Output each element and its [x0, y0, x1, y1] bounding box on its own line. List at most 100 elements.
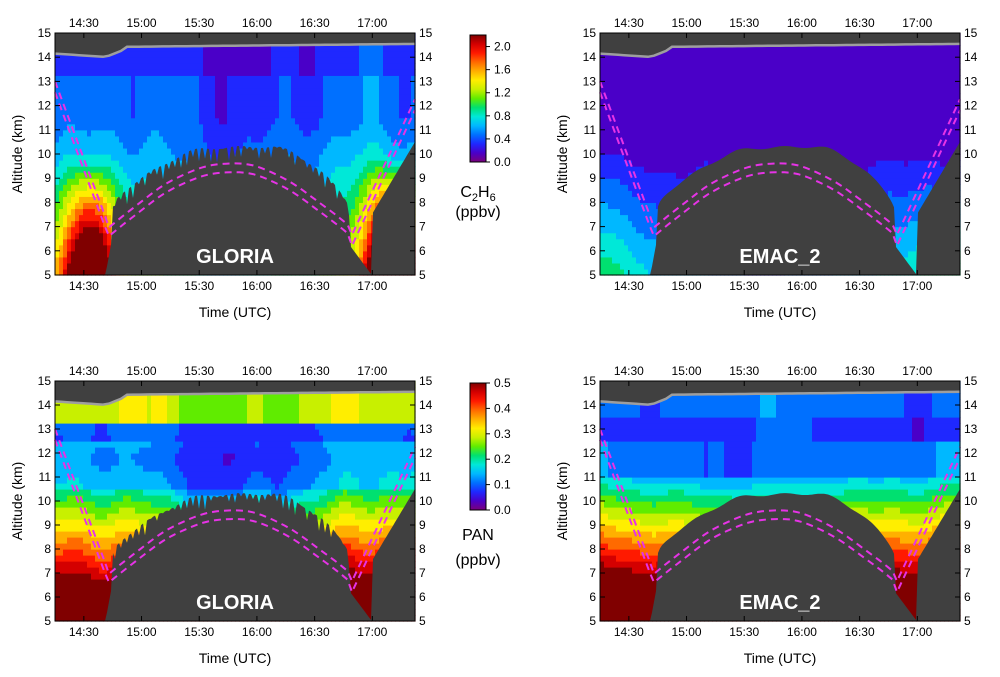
field-cell: [143, 87, 148, 95]
field-cell: [127, 123, 132, 131]
field-cell: [75, 141, 80, 149]
field-cell: [355, 123, 360, 131]
field-cell: [339, 45, 344, 52]
field-cell: [720, 105, 725, 113]
field-cell: [215, 154, 220, 161]
field-cell: [684, 147, 689, 155]
field-cell: [315, 63, 320, 70]
field-cell: [251, 111, 256, 119]
field-cell: [87, 123, 92, 131]
field-cell: [83, 99, 88, 107]
y-tick-label: 14: [38, 50, 52, 64]
field-cell: [347, 184, 352, 191]
field-cell: [239, 117, 244, 125]
field-cell: [648, 81, 653, 89]
field-cell: [720, 154, 725, 161]
field-cell: [604, 244, 609, 252]
field-cell: [195, 51, 200, 58]
field-cell: [371, 69, 376, 76]
field-cell: [299, 123, 304, 131]
field-cell: [680, 81, 685, 89]
field-cell: [183, 75, 188, 82]
field-cell: [91, 75, 96, 82]
field-cell: [147, 166, 152, 173]
field-cell: [303, 154, 308, 161]
field-cell: [163, 123, 168, 131]
field-cell: [680, 63, 685, 70]
field-cell: [107, 111, 112, 119]
field-cell: [359, 214, 364, 222]
field-cell: [704, 75, 709, 82]
field-cell: [179, 81, 184, 89]
field-cell: [604, 160, 609, 167]
field-cell: [111, 99, 116, 107]
field-cell: [632, 129, 637, 137]
field-cell: [680, 135, 685, 143]
field-cell: [111, 135, 116, 143]
field-cell: [668, 141, 673, 149]
field-cell: [327, 172, 332, 179]
field-cell: [303, 123, 308, 131]
field-cell: [347, 105, 352, 113]
field-cell: [327, 81, 332, 89]
field-cell: [608, 232, 613, 240]
field-cell: [87, 99, 92, 107]
field-cell: [632, 135, 637, 143]
field-cell: [351, 129, 356, 137]
field-cell: [335, 87, 340, 95]
field-cell: [235, 105, 240, 113]
field-cell: [628, 262, 633, 270]
field-cell: [411, 57, 416, 64]
field-cell: [652, 63, 657, 70]
field-cell: [151, 75, 156, 82]
field-cell: [267, 81, 272, 89]
field-cell: [359, 250, 364, 258]
field-cell: [223, 57, 228, 64]
field-cell: [235, 69, 240, 76]
field-cell: [399, 51, 404, 58]
field-cell: [295, 63, 300, 70]
field-cell: [99, 129, 104, 137]
field-cell: [644, 129, 649, 137]
field-cell: [323, 99, 328, 107]
field-cell: [355, 154, 360, 161]
x-tick-label: 17:00: [357, 279, 387, 293]
field-cell: [155, 160, 160, 167]
field-cell: [243, 117, 248, 125]
field-cell: [604, 262, 609, 270]
field-cell: [624, 63, 629, 70]
field-cell: [600, 69, 605, 76]
field-cell: [187, 75, 192, 82]
field-cell: [363, 262, 368, 270]
field-cell: [207, 81, 212, 89]
field-cell: [283, 63, 288, 70]
field-cell: [395, 45, 400, 52]
field-cell: [391, 99, 396, 107]
field-cell: [600, 172, 605, 179]
field-cell: [624, 172, 629, 179]
field-cell: [327, 105, 332, 113]
field-cell: [347, 160, 352, 167]
field-cell: [103, 244, 108, 252]
field-cell: [103, 135, 108, 143]
field-cell: [99, 141, 104, 149]
field-cell: [127, 75, 132, 82]
field-cell: [331, 129, 336, 137]
field-cell: [191, 111, 196, 119]
field-cell: [123, 135, 128, 143]
field-cell: [287, 105, 292, 113]
x-tick-label-top: 15:30: [184, 16, 214, 30]
y-tick-label: 5: [44, 268, 51, 282]
field-cell: [640, 141, 645, 149]
field-cell: [712, 63, 717, 70]
field-cell: [363, 129, 368, 137]
field-cell: [107, 190, 112, 197]
field-cell: [163, 154, 168, 161]
field-cell: [620, 202, 625, 210]
field-cell: [652, 147, 657, 155]
field-cell: [95, 81, 100, 89]
field-cell: [379, 105, 384, 113]
field-cell: [672, 117, 677, 125]
field-cell: [684, 81, 689, 89]
field-cell: [724, 147, 729, 155]
